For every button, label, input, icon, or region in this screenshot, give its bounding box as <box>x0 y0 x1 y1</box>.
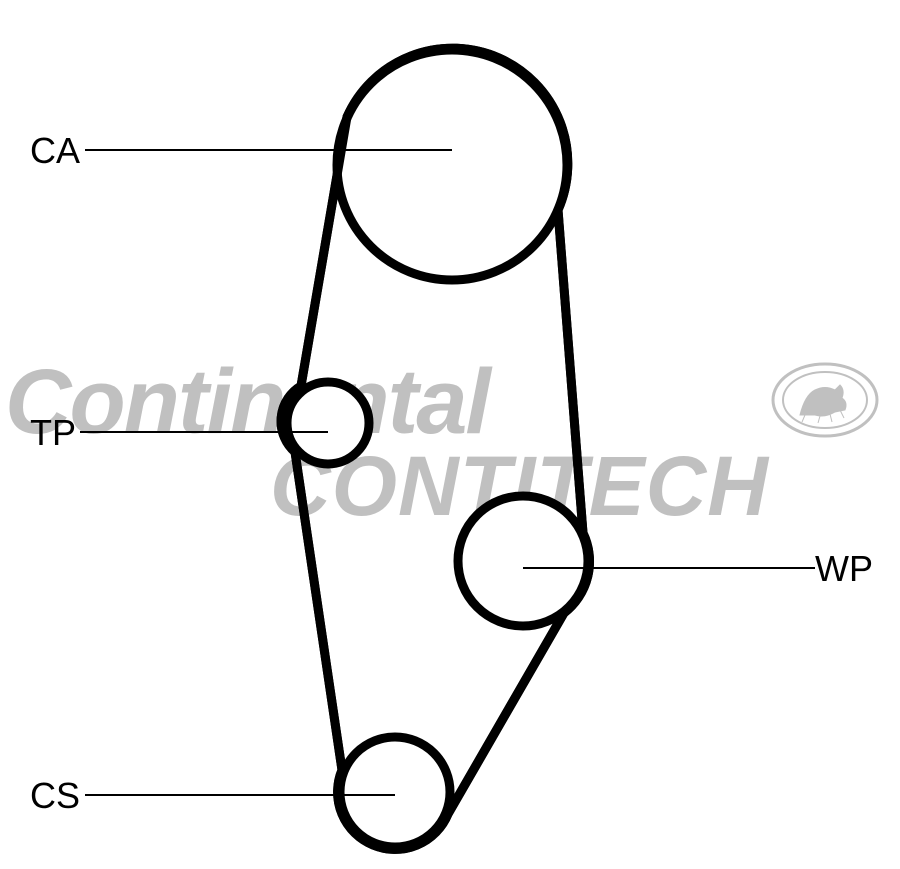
label-wp: WP <box>815 548 873 590</box>
label-ca: CA <box>30 130 80 172</box>
label-tp: TP <box>30 412 76 454</box>
label-cs: CS <box>30 775 80 817</box>
belt-routing-diagram <box>0 0 900 869</box>
